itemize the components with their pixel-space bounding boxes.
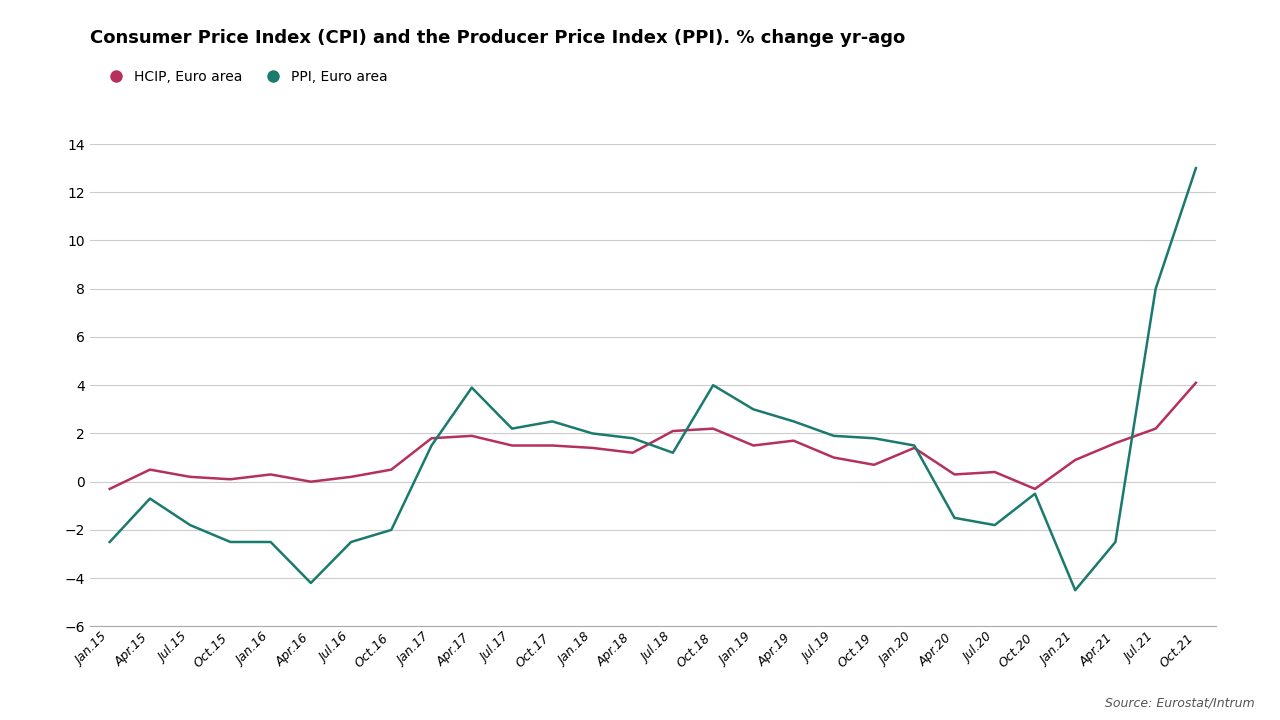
Text: Consumer Price Index (CPI) and the Producer Price Index (PPI). % change yr-ago: Consumer Price Index (CPI) and the Produ… xyxy=(90,29,905,47)
Text: Source: Eurostat/Intrum: Source: Eurostat/Intrum xyxy=(1105,696,1254,709)
Legend: HCIP, Euro area, PPI, Euro area: HCIP, Euro area, PPI, Euro area xyxy=(96,64,393,89)
